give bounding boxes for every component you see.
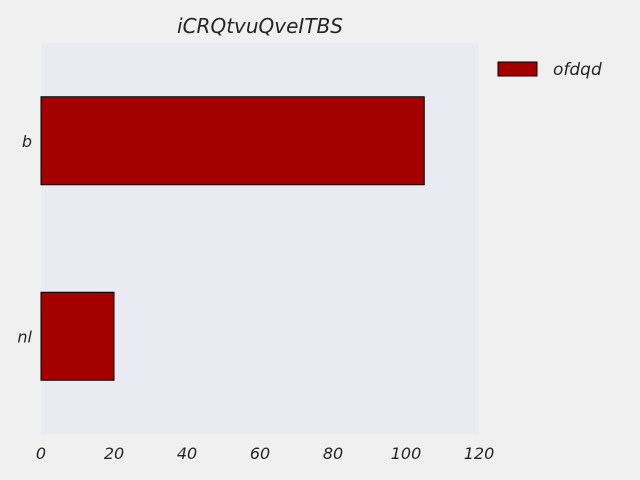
bar-b bbox=[40, 96, 425, 186]
x-tick-label: 0 bbox=[36, 444, 46, 463]
legend-label: ofdqd bbox=[553, 60, 602, 80]
y-tick-label: nl bbox=[17, 327, 32, 346]
chart-title: iCRQtvuQveITBS bbox=[177, 14, 343, 38]
x-tick-label: 20 bbox=[104, 444, 124, 463]
y-tick-label: b bbox=[22, 132, 32, 151]
x-tick-label: 120 bbox=[464, 444, 495, 463]
legend-swatch bbox=[497, 61, 538, 77]
y-axis-ticks: b nl bbox=[17, 132, 32, 347]
x-tick-label: 100 bbox=[391, 444, 422, 463]
x-axis-ticks: 0 20 40 60 80 100 120 bbox=[36, 444, 494, 463]
bars-group bbox=[40, 96, 425, 381]
x-tick-label: 80 bbox=[323, 444, 343, 463]
legend: ofdqd bbox=[497, 60, 602, 80]
x-tick-label: 60 bbox=[250, 444, 270, 463]
bar-nl bbox=[40, 291, 115, 381]
x-tick-label: 40 bbox=[177, 444, 197, 463]
